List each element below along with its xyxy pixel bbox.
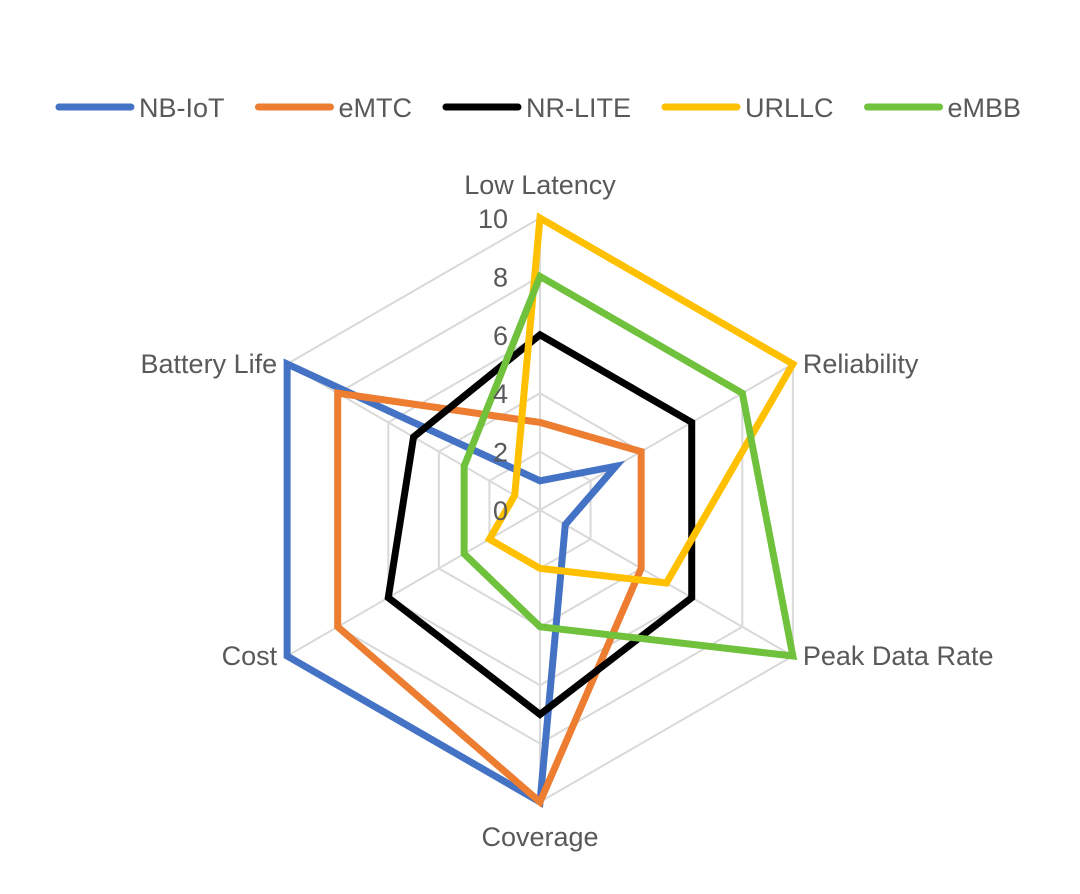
series-nr-lite xyxy=(384,330,696,719)
tick-label: 6 xyxy=(493,321,508,351)
legend-label-nr-lite: NR-LITE xyxy=(526,93,631,123)
axis-label-low-latency: Low Latency xyxy=(464,170,616,200)
legend: NB-IoT eMTC NR-LITE URLLC eMBB xyxy=(55,93,1022,123)
legend-label-embb: eMBB xyxy=(948,93,1022,123)
grid-spoke xyxy=(286,509,541,657)
axis-label-peak-data-rate: Peak Data Rate xyxy=(803,641,994,671)
tick-label: 8 xyxy=(493,262,508,292)
series-emtc xyxy=(334,389,645,808)
series-group xyxy=(283,212,798,808)
axis-label-coverage: Coverage xyxy=(481,822,598,852)
legend-label-nb-iot: NB-IoT xyxy=(139,93,225,123)
axis-labels: Low Latency Reliability Peak Data Rate Cove… xyxy=(141,170,994,852)
legend-label-urllc: URLLC xyxy=(745,93,834,123)
tick-label: 2 xyxy=(493,438,508,468)
series-embb xyxy=(460,271,798,661)
tick-label: 4 xyxy=(493,379,508,409)
axis-label-reliability: Reliability xyxy=(803,349,919,379)
legend-label-emtc: eMTC xyxy=(338,93,412,123)
axis-label-battery-life: Battery Life xyxy=(141,349,278,379)
grid-spoke xyxy=(539,363,794,511)
tick-label: 10 xyxy=(478,204,508,234)
axis-label-cost: Cost xyxy=(222,641,278,671)
series-urllc xyxy=(484,212,798,587)
tick-label: 0 xyxy=(493,496,508,526)
tick-labels: 0 2 4 6 8 10 xyxy=(478,204,508,526)
